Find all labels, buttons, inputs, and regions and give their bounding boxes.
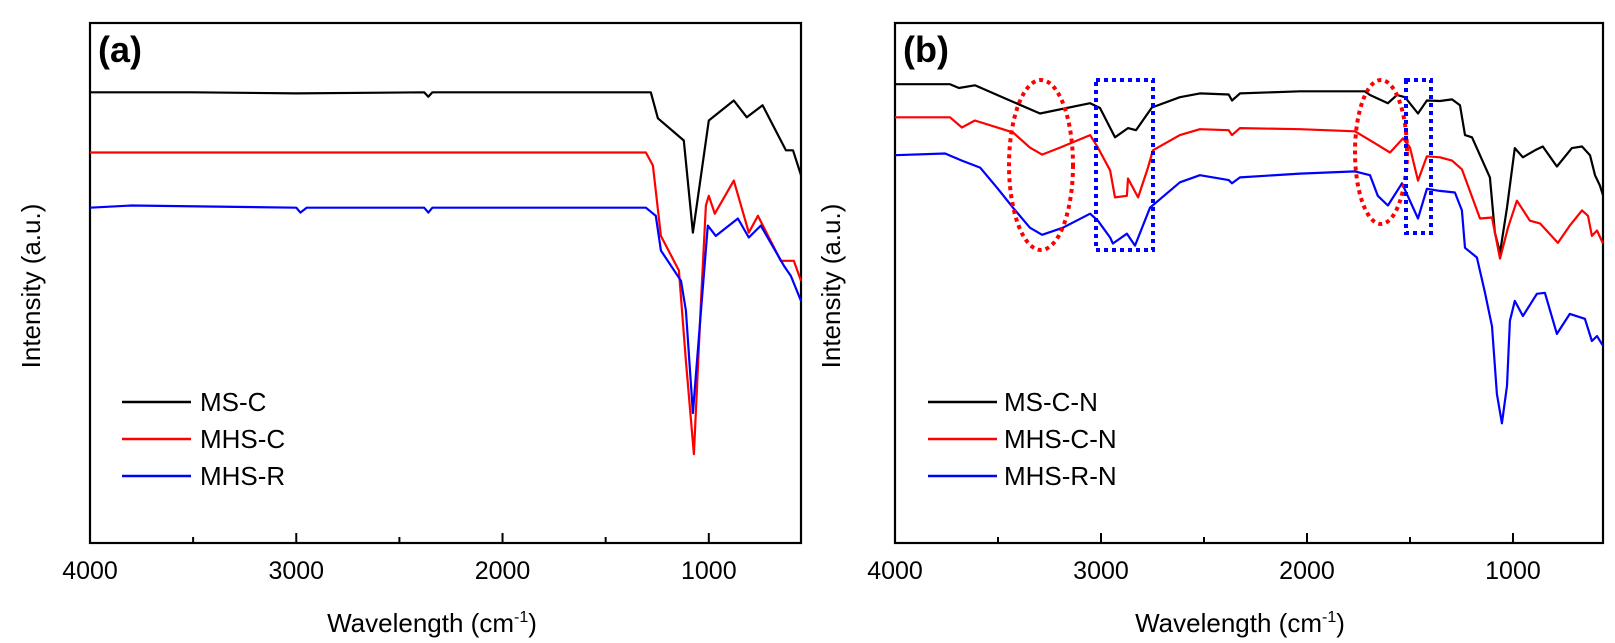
panel-label-a: (a) — [98, 29, 142, 70]
series-line-ms-c — [90, 91, 803, 234]
x-tick-label: 3000 — [268, 557, 324, 585]
x-tick-label: 4000 — [62, 557, 118, 585]
legend-label: MHS-R — [200, 461, 285, 491]
x-axis-label-sup: -1 — [514, 609, 528, 626]
x-axis-label-end: ) — [1336, 608, 1345, 638]
series-line-mhs-c-n — [895, 116, 1604, 260]
panel-label-b: (b) — [903, 29, 949, 70]
x-tick-label: 1000 — [1485, 557, 1541, 585]
x-axis-label-end: ) — [528, 608, 537, 638]
x-axis-label-a: Wavelength (cm-1) — [327, 608, 537, 638]
x-tick-label: 4000 — [867, 557, 923, 585]
legend-b: MS-C-N MHS-C-N MHS-R-N — [928, 387, 1117, 491]
series-line-mhs-r — [89, 204, 803, 415]
series-line-mhs-c — [90, 151, 803, 456]
highlight-ellipse-nh-region — [1353, 78, 1409, 226]
highlight-box-ch-stretch — [1094, 78, 1155, 252]
highlight-ellipse-oh-region — [1007, 78, 1075, 252]
series-line-mhs-r-n — [894, 152, 1604, 425]
series-group-a — [89, 91, 803, 456]
x-axis-label-b: Wavelength (cm-1) — [1135, 608, 1345, 638]
x-axis-label-text: Wavelength (cm — [1135, 608, 1322, 638]
series-group-b — [894, 83, 1605, 425]
x-tick-label: 3000 — [1073, 557, 1129, 585]
plot-frame-b — [893, 21, 1605, 545]
x-tick-label: 2000 — [475, 557, 531, 585]
x-ticks-a: 4000 3000 2000 1000 — [62, 533, 737, 585]
x-tick-label: 2000 — [1279, 557, 1335, 585]
legend-label: MHS-C — [200, 424, 285, 454]
y-axis-label-b: Intensity (a.u.) — [816, 204, 846, 369]
x-tick-label: 1000 — [681, 557, 737, 585]
legend-a: MS-C MHS-C MHS-R — [122, 387, 285, 491]
y-axis-label-a: Intensity (a.u.) — [16, 204, 46, 369]
annotations-b — [1007, 78, 1433, 252]
plot-frame-a — [88, 21, 803, 545]
legend-label: MS-C — [200, 387, 266, 417]
x-axis-label-sup: -1 — [1322, 609, 1336, 626]
legend-label: MHS-R-N — [1004, 461, 1117, 491]
x-ticks-b: 4000 3000 2000 1000 — [867, 533, 1541, 585]
series-line-ms-c-n — [895, 83, 1605, 254]
legend-label: MHS-C-N — [1004, 424, 1117, 454]
panel-b: 4000 3000 2000 1000 (b) Intensity (a.u.) Wa… — [816, 21, 1605, 638]
x-axis-label-text: Wavelength (cm — [327, 608, 514, 638]
panel-a: 4000 3000 2000 1000 (a) Intensity (a.u.) Wa… — [16, 21, 803, 638]
legend-label: MS-C-N — [1004, 387, 1098, 417]
